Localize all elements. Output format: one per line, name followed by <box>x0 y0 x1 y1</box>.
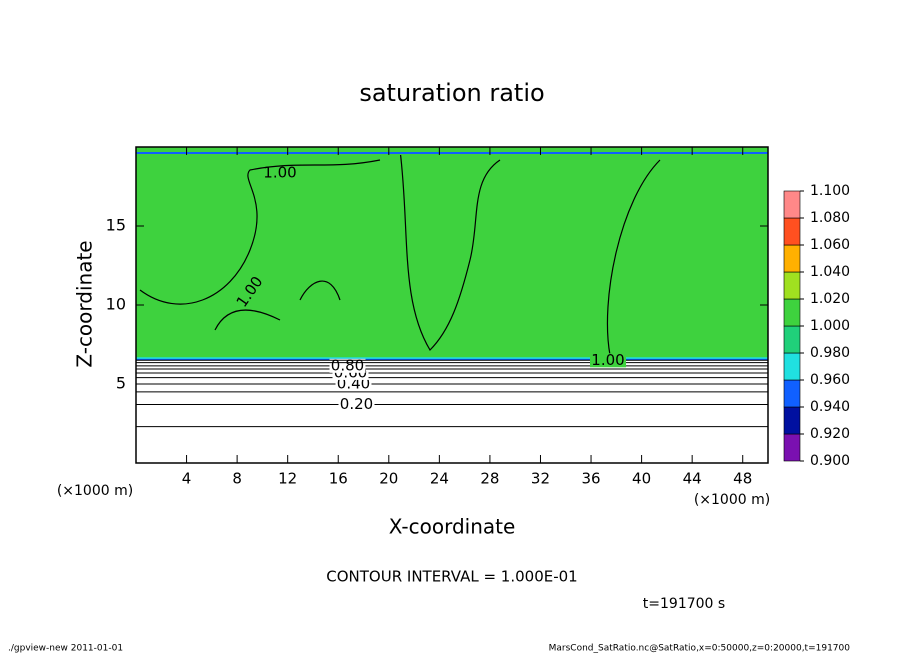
x-tick-label: 4 <box>182 470 192 488</box>
contour-label: 1.00 <box>263 164 296 182</box>
y-axis-label: Z-coordinate <box>73 240 97 367</box>
x-tick-label: 20 <box>379 470 398 488</box>
x-tick-label: 36 <box>581 470 600 488</box>
colorbar-label: 0.920 <box>810 426 850 442</box>
colorbar-cell <box>783 271 801 300</box>
x-tick-label: 48 <box>733 470 752 488</box>
footer-left: ./gpview-new 2011-01-01 <box>8 644 123 654</box>
x-tick-label: 44 <box>683 470 702 488</box>
x-tick-label: 8 <box>232 470 242 488</box>
colorbar-label: 0.900 <box>810 453 850 469</box>
top-band <box>136 147 768 155</box>
contour-outline <box>299 280 341 301</box>
colorbar-cell <box>783 298 801 327</box>
colorbar-label: 0.940 <box>810 399 850 415</box>
contour-outline <box>606 159 661 356</box>
contour-label: 0.80 <box>331 356 364 374</box>
contour-label-bg <box>338 397 375 412</box>
contour-outline <box>214 309 281 331</box>
x-tick-label: 28 <box>480 470 499 488</box>
x-tick-label: 16 <box>329 470 348 488</box>
contour-label: 0.20 <box>340 395 373 413</box>
footer-right: MarsCond_SatRatio.nc@SatRatio,x=0:50000,… <box>549 644 851 654</box>
colorbar-cell <box>783 352 801 381</box>
colorbar-cell <box>783 190 801 219</box>
saturated-region <box>136 147 768 361</box>
contour-label-bg <box>590 353 626 368</box>
x-tick-label: 24 <box>430 470 449 488</box>
x-unit-label: (×1000 m) <box>57 483 133 499</box>
time-label: t=191700 s <box>643 596 725 612</box>
colorbar-label: 1.080 <box>810 210 850 226</box>
colorbar-label: 1.100 <box>810 183 850 199</box>
colorbar-cell <box>783 433 801 462</box>
colorbar-cell <box>783 325 801 354</box>
colorbar-label: 0.960 <box>810 372 850 388</box>
x-tick-label: 40 <box>632 470 651 488</box>
contour-label-bg <box>335 377 372 391</box>
edge-band <box>136 358 768 361</box>
colorbar-label: 0.980 <box>810 345 850 361</box>
colorbar-cell <box>783 379 801 408</box>
colorbar-cell <box>783 217 801 246</box>
y-tick-label: 15 <box>106 216 126 235</box>
contour-label: 1.00 <box>591 351 624 369</box>
contour-interval: CONTOUR INTERVAL = 1.000E-01 <box>326 568 577 586</box>
x-axis-label: X-coordinate <box>389 515 516 539</box>
colorbar-label: 1.000 <box>810 318 850 334</box>
colorbar-label: 1.020 <box>810 291 850 307</box>
colorbar-label: 1.040 <box>810 264 850 280</box>
y-tick-label: 5 <box>116 374 126 393</box>
chart-title: saturation ratio <box>359 79 544 107</box>
y-tick-label: 10 <box>106 295 126 314</box>
x-tick-label: 12 <box>278 470 297 488</box>
contour-outline <box>139 159 381 305</box>
contour-outline <box>399 149 501 351</box>
x-unit-label: (×1000 m) <box>694 492 770 508</box>
x-tick-label: 32 <box>531 470 550 488</box>
colorbar-label: 1.060 <box>810 237 850 253</box>
colorbar-cell <box>783 244 801 273</box>
colorbar-cell <box>783 406 801 435</box>
